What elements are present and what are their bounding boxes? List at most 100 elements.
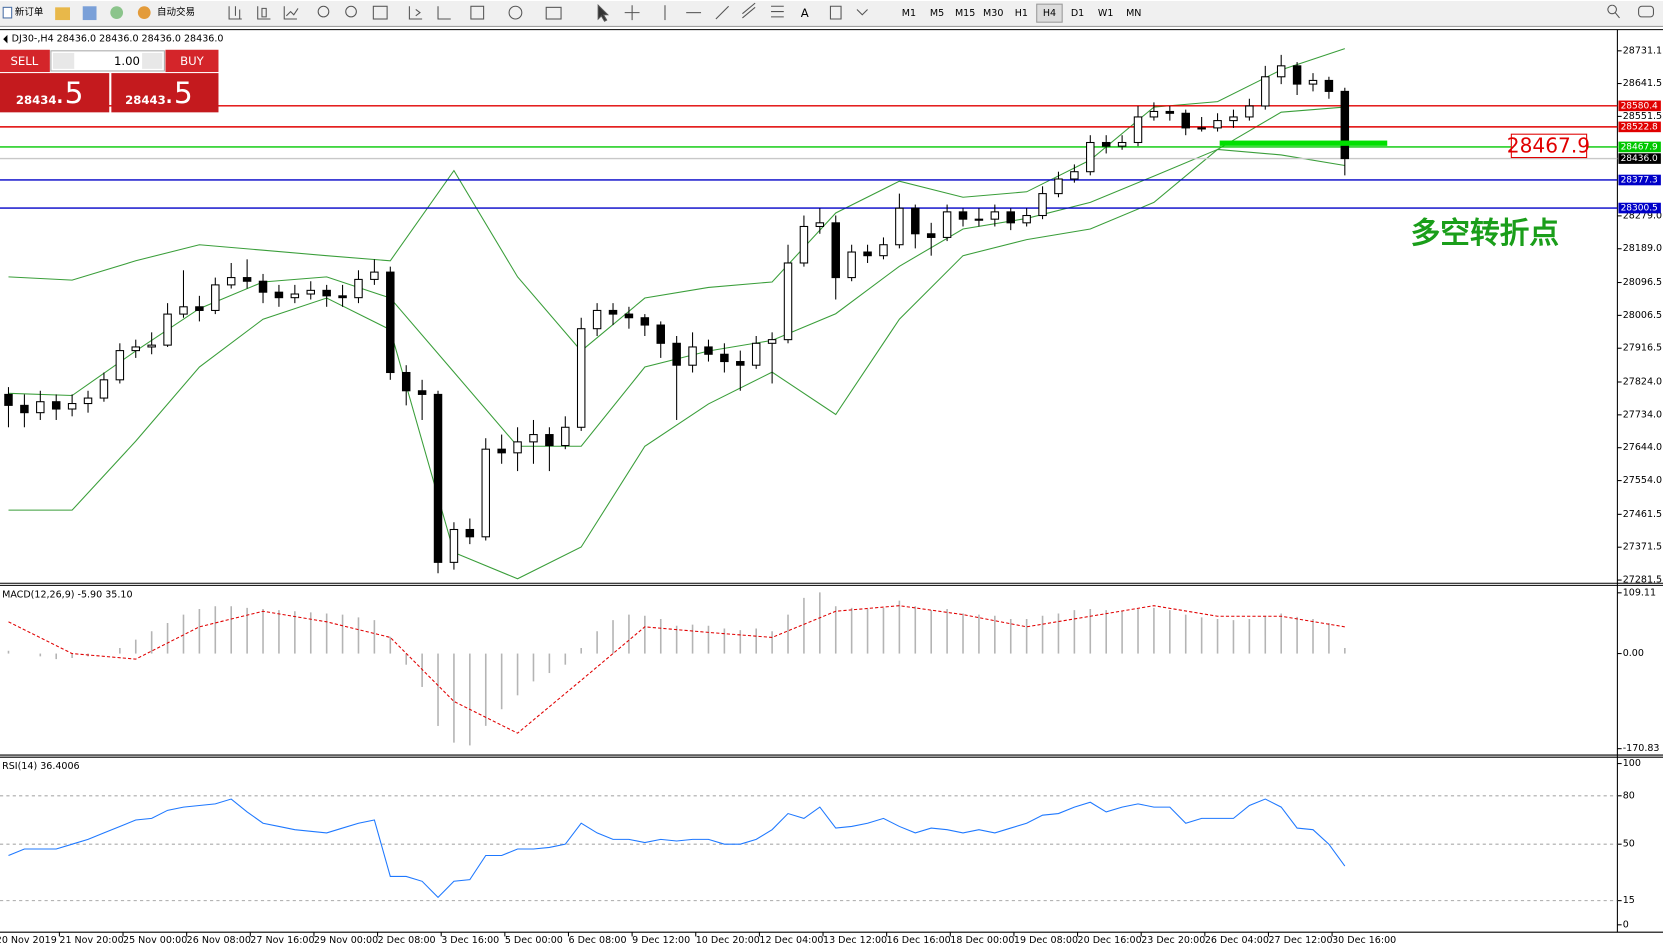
price-label-box (1510, 133, 1588, 159)
bollinger-lower (8, 148, 1345, 580)
tile-icon[interactable] (372, 5, 388, 20)
candle-body (783, 262, 793, 341)
buy-label[interactable]: BUY (180, 54, 205, 68)
new-order[interactable]: 新订单 (15, 6, 44, 18)
chat-icon[interactable] (1638, 5, 1654, 18)
x-tick-label: 3 Dec 16:00 (441, 935, 499, 946)
timeframe[interactable]: H4 (1043, 8, 1056, 19)
timeframe[interactable]: M30 (983, 8, 1003, 19)
templates-icon[interactable] (545, 6, 562, 20)
toolbar (0, 0, 1663, 27)
timeframe[interactable]: M15 (955, 8, 975, 19)
candle-body (163, 313, 172, 346)
timeframe[interactable]: W1 (1098, 8, 1113, 19)
x-tick-label: 2 Dec 08:00 (378, 935, 436, 946)
auto-trading[interactable]: 自动交易 (157, 6, 195, 18)
y-tick-label: 28189.0 (1623, 243, 1662, 254)
candle-body (195, 306, 204, 311)
candle-body (926, 233, 936, 238)
auto-trading-icon[interactable] (137, 6, 151, 20)
annotation: 多空转折点 (1411, 216, 1559, 251)
candle-body (417, 390, 427, 395)
sell-label[interactable]: SELL (11, 54, 39, 68)
tool-icon[interactable] (110, 6, 124, 20)
lots-value[interactable]: 1.00 (114, 54, 140, 68)
macd-title: MACD(12,26,9) -5.90 35.10 (2, 589, 132, 600)
candle-body (990, 211, 1000, 220)
candle-body (1022, 214, 1031, 224)
crosshair-icon[interactable] (624, 5, 640, 21)
bollinger-upper (8, 48, 1345, 352)
level-tag (1618, 121, 1661, 133)
lots-down[interactable] (53, 52, 75, 69)
shift-icon[interactable] (408, 6, 423, 20)
tool-icon[interactable] (82, 6, 97, 21)
ask-fraction[interactable]: .5 (164, 76, 192, 111)
timeframe[interactable]: H1 (1015, 8, 1028, 19)
candle-body (449, 528, 459, 563)
price-label: 28467.9 (1507, 133, 1590, 157)
arrows-icon[interactable] (856, 9, 868, 16)
candle-body (83, 397, 93, 405)
level-label: 28377.3 (1621, 175, 1658, 185)
candle-body (99, 379, 109, 399)
toolbar-icons (228, 2, 1654, 22)
zoom-in-icon[interactable] (317, 5, 330, 18)
search-icon[interactable] (1607, 4, 1620, 19)
candle-body (433, 393, 443, 563)
label-icon[interactable] (829, 5, 842, 20)
lots-up[interactable] (142, 52, 163, 69)
channel-icon[interactable] (742, 2, 756, 19)
ask-main[interactable]: 28443 (125, 93, 166, 107)
buy-button[interactable] (165, 49, 219, 73)
bid-fraction[interactable]: .5 (55, 76, 83, 111)
text-tool[interactable]: A (801, 6, 809, 20)
timeframe[interactable]: M1 (902, 8, 916, 19)
candle-body (1149, 110, 1159, 118)
active-timeframe[interactable] (1036, 3, 1063, 23)
candle-body (147, 344, 156, 348)
trendline-icon[interactable] (715, 5, 729, 20)
candle-body (258, 280, 268, 293)
timeframe[interactable]: D1 (1071, 8, 1084, 19)
zoom-out-icon[interactable] (345, 5, 357, 18)
periods-icon[interactable] (508, 5, 523, 20)
candle-body (624, 313, 634, 319)
candle-body (1086, 141, 1095, 173)
sell-price-box[interactable] (0, 73, 110, 113)
level-label: 28522.8 (1621, 122, 1658, 132)
indicators-icon[interactable] (470, 5, 485, 20)
y-tick-label: 15 (1623, 895, 1635, 906)
candle-body (1308, 79, 1318, 85)
candle-body (131, 346, 140, 352)
candle-body (688, 346, 697, 366)
rsi-title: RSI(14) 36.4006 (2, 761, 80, 772)
tool-icon[interactable] (55, 7, 70, 21)
y-tick-label: 27371.5 (1623, 542, 1662, 553)
timeframe[interactable]: MN (1126, 8, 1141, 19)
sell-button[interactable] (0, 49, 50, 73)
candle-body (895, 207, 904, 246)
candle-body (242, 277, 252, 282)
line-icon[interactable] (283, 6, 299, 20)
candle-body (640, 317, 650, 326)
new-order-icon[interactable] (2, 6, 13, 19)
candle-body (465, 528, 475, 538)
buy-price-box[interactable] (111, 73, 219, 113)
y-tick-label: 0 (1623, 919, 1629, 930)
timeframe[interactable]: M5 (930, 8, 944, 19)
lots-input[interactable] (50, 50, 165, 72)
fibo-icon[interactable] (771, 5, 784, 18)
y-tick-label: -170.83 (1623, 743, 1660, 754)
x-tick-label: 20 Dec 16:00 (1078, 935, 1142, 946)
candle-body (831, 222, 840, 279)
cursor-icon[interactable] (597, 3, 609, 22)
level-tag (1618, 100, 1661, 112)
candle-body (529, 434, 538, 443)
candle-body (1340, 90, 1350, 160)
candle-body (401, 371, 411, 392)
autoscroll-icon[interactable] (437, 6, 451, 20)
bid-main[interactable]: 28434 (16, 93, 57, 107)
bar-chart-icon[interactable] (228, 6, 242, 20)
candle-icon[interactable] (257, 6, 271, 20)
